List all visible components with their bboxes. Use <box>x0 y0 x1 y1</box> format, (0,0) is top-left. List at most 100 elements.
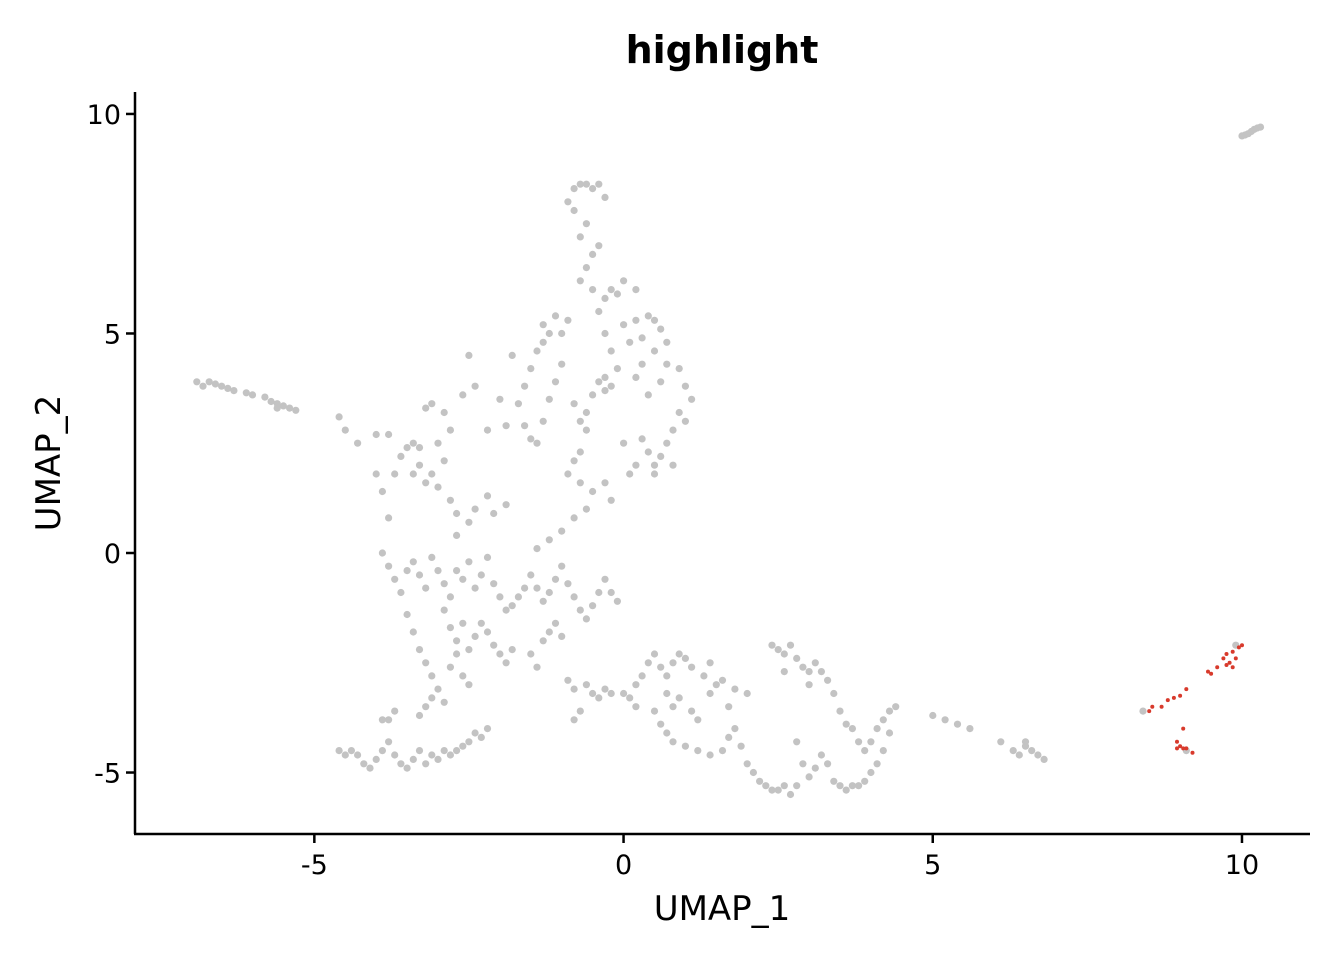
background-point <box>780 782 788 790</box>
highlighted-point <box>1224 652 1229 656</box>
background-point <box>613 290 622 298</box>
background-point <box>347 747 355 755</box>
background-point <box>521 584 529 592</box>
background-point <box>428 751 436 759</box>
background-point <box>397 588 405 597</box>
background-point <box>632 286 640 294</box>
background-point <box>514 593 523 601</box>
background-point <box>354 439 362 447</box>
background-point <box>681 382 690 390</box>
background-point <box>700 672 708 680</box>
background-point <box>205 378 213 386</box>
background-point <box>601 373 609 381</box>
x-axis-title: UMAP_1 <box>654 889 791 929</box>
background-point <box>422 659 430 667</box>
background-point <box>879 747 887 755</box>
background-point <box>267 397 275 406</box>
x-tick-label: 0 <box>615 850 632 881</box>
background-point <box>582 264 591 272</box>
background-point <box>415 711 424 720</box>
background-point <box>385 514 393 522</box>
background-point <box>595 307 603 316</box>
background-point <box>558 562 566 570</box>
background-point <box>434 685 442 693</box>
background-point <box>409 755 417 764</box>
x-tick-label: 5 <box>924 850 941 881</box>
background-point <box>582 505 591 513</box>
background-point <box>601 575 609 583</box>
background-point <box>403 444 411 452</box>
background-point <box>545 329 553 338</box>
background-point <box>1034 751 1042 759</box>
background-point <box>694 747 702 755</box>
highlighted-point <box>1178 744 1183 749</box>
background-point <box>632 373 640 381</box>
background-point <box>218 382 226 390</box>
background-point <box>638 360 646 368</box>
background-point <box>570 400 578 408</box>
background-point <box>403 567 411 575</box>
background-point <box>743 689 751 698</box>
background-point <box>391 707 399 715</box>
background-point <box>465 681 473 689</box>
background-point <box>397 760 405 768</box>
background-point <box>527 435 535 443</box>
background-point <box>582 681 591 689</box>
background-point <box>446 751 454 759</box>
background-point <box>669 659 677 667</box>
background-point <box>446 426 454 434</box>
background-point <box>706 689 714 698</box>
background-point <box>564 316 572 324</box>
background-point <box>675 365 683 373</box>
background-point <box>397 452 405 460</box>
background-point <box>780 650 788 658</box>
background-point <box>576 233 584 241</box>
background-point <box>453 747 461 755</box>
background-point <box>688 707 696 715</box>
background-point <box>248 391 257 399</box>
background-point <box>514 400 523 408</box>
background-point <box>440 408 448 417</box>
background-point <box>607 689 615 698</box>
background-point <box>632 681 640 689</box>
background-point <box>434 483 442 491</box>
background-point <box>508 646 516 654</box>
background-point <box>786 641 795 649</box>
background-point <box>385 562 393 570</box>
background-point <box>650 650 659 658</box>
background-point <box>502 501 510 509</box>
background-point <box>533 347 541 355</box>
background-point <box>607 286 615 294</box>
background-point <box>650 461 659 469</box>
background-point <box>459 619 467 627</box>
background-point <box>657 720 665 728</box>
background-point <box>694 716 702 724</box>
background-point <box>595 694 603 702</box>
background-point <box>483 628 492 636</box>
background-point <box>273 404 281 412</box>
background-point <box>446 593 454 601</box>
chart-title: highlight <box>626 28 819 72</box>
background-point <box>558 329 566 338</box>
x-tick-label: 10 <box>1225 850 1259 881</box>
background-point <box>811 764 819 772</box>
highlighted-point <box>1240 643 1244 648</box>
background-point <box>502 606 510 614</box>
background-point <box>601 685 609 693</box>
background-point <box>576 277 584 285</box>
background-point <box>811 659 819 667</box>
background-point <box>539 597 547 605</box>
background-point <box>638 435 646 443</box>
background-point <box>867 738 875 746</box>
background-point <box>440 747 448 755</box>
background-point <box>836 707 844 715</box>
highlighted-point <box>1230 649 1235 654</box>
background-point <box>861 747 869 755</box>
background-point <box>848 782 857 790</box>
background-point <box>650 470 659 478</box>
highlighted-point <box>1159 704 1164 709</box>
background-point <box>533 584 541 592</box>
background-point <box>471 584 479 592</box>
background-point <box>551 312 560 320</box>
